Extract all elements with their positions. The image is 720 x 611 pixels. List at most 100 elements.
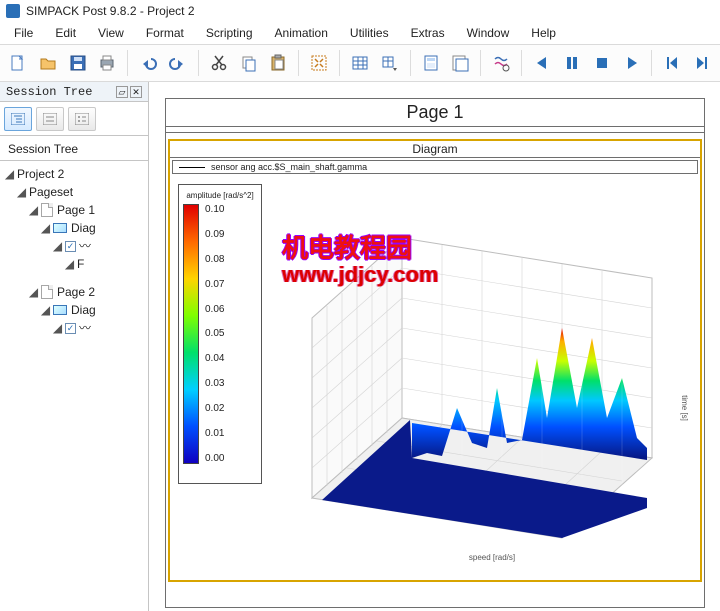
- tree-mode-3-button[interactable]: [68, 107, 96, 131]
- tree-curve[interactable]: 〰: [79, 237, 91, 255]
- cut-icon[interactable]: [205, 49, 233, 77]
- page-title: Page 1: [166, 99, 704, 127]
- menu-animation[interactable]: Animation: [265, 24, 338, 42]
- twisty-icon[interactable]: ◢: [52, 237, 63, 255]
- tree-page-2[interactable]: Page 2: [57, 283, 95, 301]
- print-icon[interactable]: [93, 49, 121, 77]
- table-props-icon[interactable]: [376, 49, 404, 77]
- legend-tick: 0.01: [205, 428, 257, 439]
- page-layout-icon[interactable]: [417, 49, 445, 77]
- diagram-title: Diagram: [170, 141, 700, 158]
- legend-tick: 0.09: [205, 229, 257, 240]
- tree-mode-2-button[interactable]: [36, 107, 64, 131]
- twisty-icon[interactable]: ◢: [40, 219, 51, 237]
- legend-tick: 0.03: [205, 378, 257, 389]
- twisty-icon[interactable]: ◢: [40, 301, 51, 319]
- open-file-icon[interactable]: [34, 49, 62, 77]
- new-file-icon[interactable]: [4, 49, 32, 77]
- diagram-icon: [53, 305, 67, 315]
- page-icon: [41, 285, 53, 299]
- checkbox-icon[interactable]: ✓: [65, 323, 76, 334]
- page-frame: Page 1 Diagram sensor ang acc.$S_main_sh…: [165, 98, 705, 608]
- pause-icon[interactable]: [558, 49, 586, 77]
- save-icon[interactable]: [64, 49, 92, 77]
- session-tree-panel: Session Tree ▱ ✕ Session Tree ◢Project 2…: [0, 82, 149, 611]
- twisty-icon[interactable]: ◢: [28, 201, 39, 219]
- table-icon[interactable]: [346, 49, 374, 77]
- twisty-icon[interactable]: ◢: [16, 183, 27, 201]
- menu-utilities[interactable]: Utilities: [340, 24, 399, 42]
- diagram-container[interactable]: Diagram sensor ang acc.$S_main_shaft.gam…: [168, 139, 702, 582]
- toolbar-separator: [480, 50, 481, 76]
- menu-scripting[interactable]: Scripting: [196, 24, 263, 42]
- redo-icon[interactable]: [164, 49, 192, 77]
- twisty-icon[interactable]: ◢: [4, 165, 15, 183]
- tree-curve[interactable]: 〰: [79, 319, 91, 337]
- fit-view-icon[interactable]: [305, 49, 333, 77]
- surface-3d-chart[interactable]: speed [rad/s] time [s]: [292, 208, 692, 568]
- tree-mode-1-button[interactable]: [4, 107, 32, 131]
- play-fwd-icon[interactable]: [618, 49, 646, 77]
- legend-tick: 0.02: [205, 403, 257, 414]
- legend-tick: 0.10: [205, 204, 257, 215]
- undo-icon[interactable]: [134, 49, 162, 77]
- app-icon: [6, 4, 20, 18]
- panel-header: Session Tree ▱ ✕: [0, 82, 148, 102]
- skip-back-icon[interactable]: [658, 49, 686, 77]
- panel-header-title: Session Tree: [6, 85, 92, 99]
- main-toolbar: [0, 44, 720, 82]
- tree-page-1[interactable]: Page 1: [57, 201, 95, 219]
- tree-project[interactable]: Project 2: [17, 165, 64, 183]
- window-title: SIMPACK Post 9.8.2 - Project 2: [26, 4, 195, 18]
- tree-diag-2[interactable]: Diag: [71, 301, 96, 319]
- tree-pageset[interactable]: Pageset: [29, 183, 73, 201]
- twisty-icon[interactable]: ◢: [52, 319, 63, 337]
- checkbox-icon[interactable]: ✓: [65, 241, 76, 252]
- menu-file[interactable]: File: [4, 24, 43, 42]
- legend-colorbar: [183, 204, 199, 464]
- copy-icon[interactable]: [235, 49, 263, 77]
- twisty-icon[interactable]: ◢: [28, 283, 39, 301]
- menu-extras[interactable]: Extras: [401, 24, 455, 42]
- play-back-icon[interactable]: [528, 49, 556, 77]
- menu-bar: File Edit View Format Scripting Animatio…: [0, 22, 720, 44]
- legend-title: amplitude [rad/s^2]: [183, 191, 257, 200]
- tree-f-node[interactable]: F: [77, 255, 84, 273]
- toolbar-separator: [198, 50, 199, 76]
- twisty-icon[interactable]: ◢: [64, 255, 75, 273]
- legend-tick: 0.00: [205, 453, 257, 464]
- divider: [166, 127, 704, 133]
- toolbar-separator: [521, 50, 522, 76]
- toolbar-separator: [127, 50, 128, 76]
- toolbar-separator: [410, 50, 411, 76]
- series-label: sensor ang acc.$S_main_shaft.gamma: [211, 162, 367, 172]
- chart-area[interactable]: amplitude [rad/s^2] 0.100.090.080.070.06…: [172, 178, 698, 578]
- series-legend: sensor ang acc.$S_main_shaft.gamma: [172, 160, 698, 174]
- page-canvas[interactable]: Page 1 Diagram sensor ang acc.$S_main_sh…: [149, 82, 720, 611]
- filter-icon[interactable]: [487, 49, 515, 77]
- menu-help[interactable]: Help: [521, 24, 566, 42]
- series-line-icon: [179, 167, 205, 168]
- diagram-icon: [53, 223, 67, 233]
- legend-tick: 0.05: [205, 328, 257, 339]
- x-axis-label: speed [rad/s]: [469, 553, 515, 562]
- menu-format[interactable]: Format: [136, 24, 194, 42]
- stop-icon[interactable]: [588, 49, 616, 77]
- panel-close-icon[interactable]: ✕: [130, 86, 142, 98]
- menu-edit[interactable]: Edit: [45, 24, 86, 42]
- menu-window[interactable]: Window: [457, 24, 520, 42]
- legend-tick: 0.07: [205, 279, 257, 290]
- skip-fwd-icon[interactable]: [688, 49, 716, 77]
- panel-mode-switch: [0, 102, 148, 136]
- legend-ticks: 0.100.090.080.070.060.050.040.030.020.01…: [199, 204, 257, 464]
- toolbar-separator: [298, 50, 299, 76]
- menu-view[interactable]: View: [88, 24, 134, 42]
- panel-float-icon[interactable]: ▱: [116, 86, 128, 98]
- paste-icon[interactable]: [265, 49, 293, 77]
- tree-title: Session Tree: [0, 136, 148, 161]
- legend-tick: 0.06: [205, 304, 257, 315]
- session-tree[interactable]: ◢Project 2 ◢Pageset ◢Page 1 ◢Diag ◢✓〰 ◢F…: [0, 161, 148, 341]
- legend-tick: 0.04: [205, 353, 257, 364]
- page-template-icon[interactable]: [447, 49, 475, 77]
- tree-diag-1[interactable]: Diag: [71, 219, 96, 237]
